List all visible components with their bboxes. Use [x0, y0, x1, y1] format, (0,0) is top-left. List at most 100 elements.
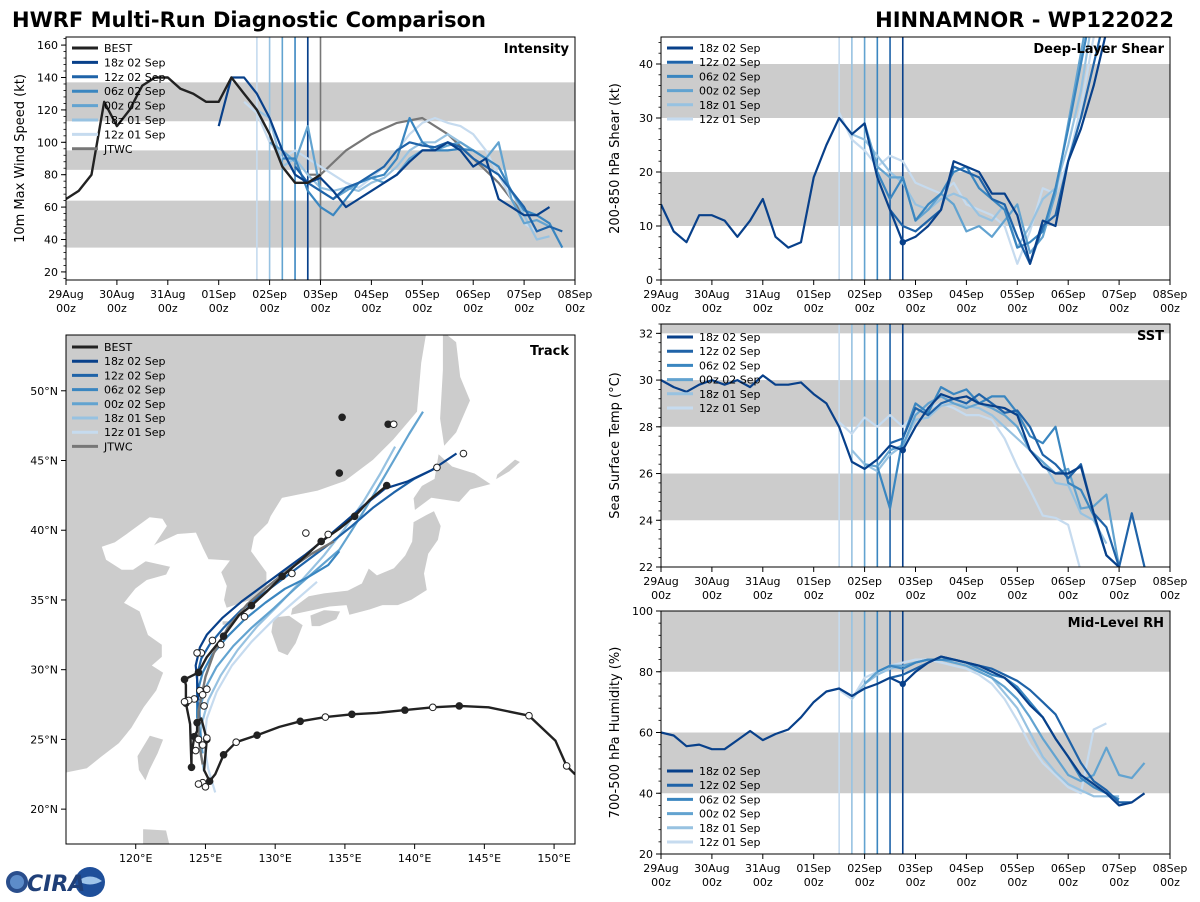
y-tick-label: 40 [639, 58, 653, 71]
y-tick-label: 30 [639, 374, 653, 387]
y-axis-label: 200-850 hPa Shear (kt) [608, 83, 623, 234]
x-tick-label: 06Sep 00z [456, 288, 491, 315]
x-tick-label: 02Sep 00z [847, 862, 882, 889]
land-shikoku [309, 609, 342, 627]
y-tick-label: 60 [639, 727, 653, 740]
best-track-point [253, 731, 261, 740]
best-track-point [296, 717, 305, 726]
legend-label: JTWC [103, 440, 133, 453]
track-point [194, 780, 203, 788]
track-point [203, 685, 211, 694]
legend-label: JTWC [103, 143, 133, 156]
x-tick-label: 01Sep 00z [796, 862, 831, 889]
lat-tick-label: 25°N [30, 733, 58, 746]
land-asia [66, 335, 427, 774]
legend-label: 00z 02 Sep [699, 374, 761, 387]
cira-logo-globe-highlight [10, 875, 24, 889]
legend-label: 12z 02 Sep [699, 345, 761, 358]
legend-label: 12z 02 Sep [699, 779, 761, 792]
x-tick-label: 29Aug 00z [48, 288, 83, 315]
forecast-line [838, 402, 1081, 567]
track-point [180, 697, 189, 706]
y-axis-label: 10m Max Wind Speed (kt) [13, 74, 28, 243]
track-point [198, 690, 207, 699]
legend-label: 12z 01 Sep [699, 113, 761, 126]
legend-label: 18z 02 Sep [699, 765, 761, 778]
x-tick-label: 07Sep 00z [1102, 862, 1137, 889]
lon-tick-label: 135°E [328, 852, 361, 865]
legend-label: BEST [104, 42, 132, 55]
cira-logo: CIRA [4, 866, 108, 898]
y-tick-label: 100 [37, 136, 58, 149]
x-tick-label: 08Sep 00z [1153, 862, 1188, 889]
track-point [191, 746, 200, 755]
best-track-point [428, 703, 437, 712]
forecast-line [661, 37, 1107, 265]
best-track-point [321, 713, 330, 721]
x-tick-label: 07Sep 00z [507, 288, 542, 315]
track-point [288, 569, 296, 578]
legend-label: 18z 01 Sep [699, 388, 761, 401]
intensity-panel: 20 40 60 80 100 120 140 160 29Aug 00z 30Aug 00z 31Au… [13, 36, 592, 315]
cira-logo-seal-wave [78, 876, 102, 885]
best-track-point [232, 738, 240, 747]
rh-panel: 20 40 60 80 100 29Aug 00z 30Aug 00z 31Aug 00z 01Sep… [608, 605, 1187, 889]
x-tick-label: 01Sep 00z [796, 575, 831, 602]
title-left: HWRF Multi-Run Diagnostic Comparison [12, 8, 486, 32]
legend-label: 12z 01 Sep [699, 836, 761, 849]
lat-tick-label: 45°N [30, 455, 58, 468]
y-tick-label: 80 [639, 666, 653, 679]
legend-label: 06z 02 Sep [699, 70, 761, 83]
x-tick-label: 06Sep 00z [1051, 288, 1086, 315]
y-tick-label: 10 [639, 220, 653, 233]
y-tick-label: 20 [639, 166, 653, 179]
best-track-point [525, 711, 533, 720]
map-frame [65, 334, 576, 845]
legend-label: 12z 02 Sep [699, 56, 761, 69]
forecast-line [864, 395, 1121, 567]
forecast-line [876, 658, 1120, 801]
legend-label: 06z 02 Sep [104, 85, 166, 98]
best-track-point [180, 675, 189, 684]
track-point [335, 469, 344, 477]
lat-tick-label: 35°N [30, 594, 58, 607]
land-hokkaido [412, 452, 493, 512]
track-map-panel: 120°E 125°E 130°E 135°E 140°E 145°E 150°E 20°N 2… [30, 334, 576, 865]
track-point [208, 636, 217, 645]
legend-label: 18z 01 Sep [104, 412, 166, 425]
legend-label: 12z 02 Sep [104, 369, 166, 382]
x-tick-label: 29Aug 00z [643, 862, 678, 889]
track-point [240, 612, 249, 621]
best-track-point [247, 601, 256, 610]
y-tick-label: 20 [639, 848, 653, 861]
forecast-line [851, 402, 1108, 545]
legend-label: 06z 02 Sep [699, 359, 761, 372]
lon-tick-label: 145°E [468, 852, 501, 865]
legend-label: 12z 02 Sep [104, 71, 166, 84]
plot-clip-group [661, 37, 1170, 280]
x-tick-label: 30Aug 00z [99, 288, 134, 315]
panel-title: Intensity [504, 42, 570, 57]
y-tick-label: 80 [44, 169, 58, 182]
x-tick-label: 03Sep 00z [303, 288, 338, 315]
x-tick-label: 06Sep 00z [1051, 862, 1086, 889]
legend-label: 18z 02 Sep [699, 42, 761, 55]
track-point [193, 649, 201, 657]
best-track-point [317, 537, 325, 546]
legend-label: 06z 02 Sep [104, 384, 166, 397]
x-tick-label: 02Sep 00z [847, 288, 882, 315]
x-tick-label: 03Sep 00z [898, 575, 933, 602]
legend-label: 18z 01 Sep [699, 822, 761, 835]
track-point [198, 741, 207, 749]
track-point [216, 640, 225, 649]
forecast-line [889, 37, 1102, 265]
lat-tick-label: 30°N [30, 664, 58, 677]
legend-label: 18z 01 Sep [104, 114, 166, 127]
forecast-line [889, 393, 1146, 567]
x-tick-label: 05Sep 00z [1000, 288, 1035, 315]
track-point [203, 734, 211, 742]
legend-label: 06z 02 Sep [699, 793, 761, 806]
y-tick-label: 120 [37, 104, 58, 117]
threshold-band [661, 324, 1170, 334]
land-luzon [142, 828, 171, 844]
